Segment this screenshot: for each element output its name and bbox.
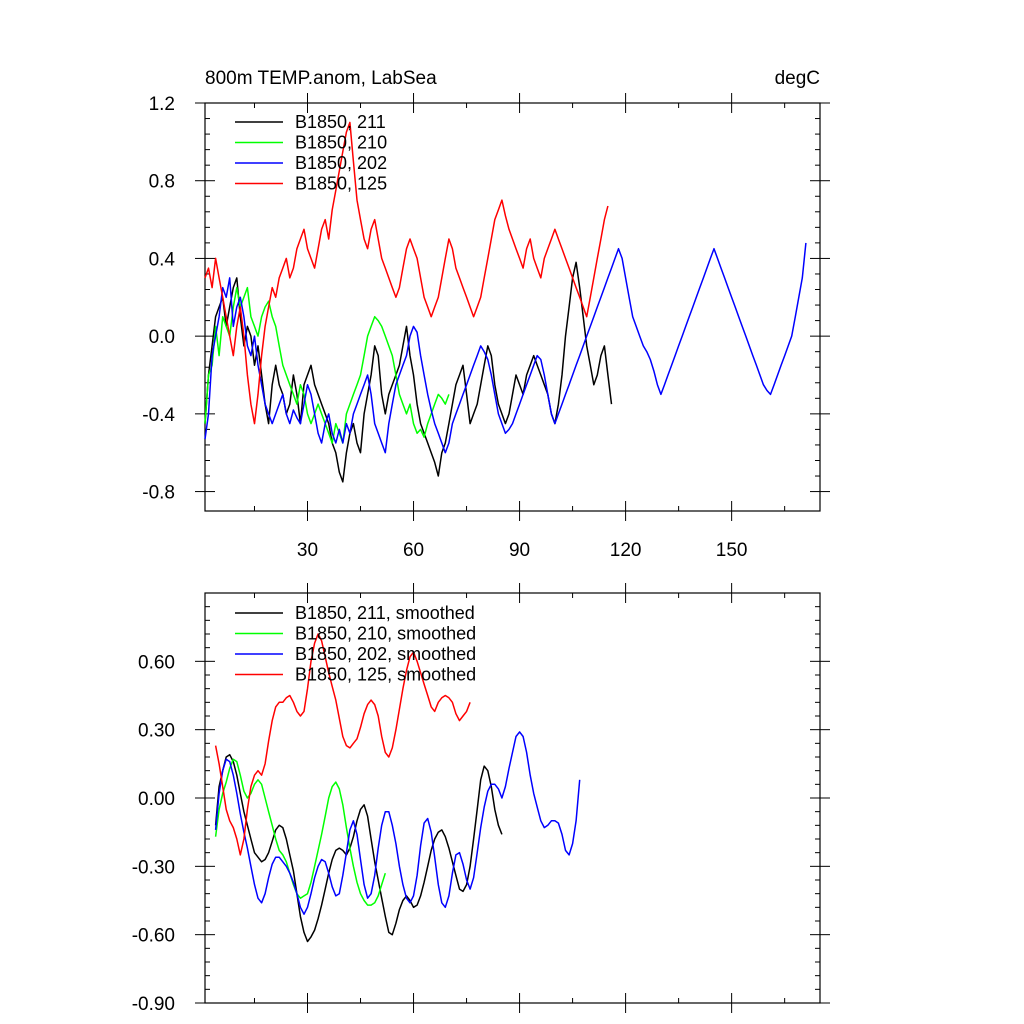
y-tick-label: 0.60 (138, 652, 175, 673)
y-tick-label: -0.30 (132, 857, 175, 878)
axis-ticks: 30 60 90 120 150 -0.8 -0.4 0.0 0.4 0.8 1.2 (142, 93, 830, 561)
axis-ticks: -0.90 -0.60 -0.30 0.00 0.30 0.60 (132, 583, 830, 1015)
legend-label: B1850, 202, smoothed (295, 644, 476, 664)
series-line-b1850-202-smoothed (214, 731, 581, 915)
y-tick-label: -0.90 (132, 994, 175, 1015)
y-tick-label: 0.30 (138, 721, 175, 742)
series-group (204, 121, 807, 483)
x-tick-label: 120 (610, 540, 642, 561)
y-tick-label: 0.8 (149, 172, 175, 193)
x-tick-label: 30 (297, 540, 318, 561)
series-line-b1850-211-smoothed (214, 753, 503, 943)
series-line-b1850-210 (204, 286, 450, 444)
x-tick-label: 90 (509, 540, 530, 561)
x-tick-label: 150 (716, 540, 748, 561)
top-panel: 800m TEMP.anom, LabSea degC 30 60 90 120 150… (142, 68, 830, 561)
y-tick-label: -0.60 (132, 926, 175, 947)
x-tick-label: 60 (403, 540, 424, 561)
series-group (214, 633, 581, 943)
series-line-b1850-125 (204, 121, 609, 425)
legend-label: B1850, 211 (295, 112, 386, 132)
legend-label: B1850, 125 (295, 174, 387, 194)
series-line-b1850-202 (204, 242, 807, 454)
series-line-b1850-210-smoothed (214, 758, 387, 906)
units-label: degC (775, 68, 820, 89)
series-line-b1850-125-smoothed (214, 633, 471, 856)
legend-label: B1850, 210 (295, 133, 387, 153)
legend-label: B1850, 202 (295, 153, 387, 173)
legend-label: B1850, 210, smoothed (295, 624, 476, 644)
plot-frame (204, 102, 821, 512)
y-tick-label: 0.0 (149, 327, 175, 348)
y-tick-label: 0.4 (149, 249, 176, 270)
bottom-panel: -0.90 -0.60 -0.30 0.00 0.30 0.60 B1850, 211, … (132, 583, 830, 1015)
y-tick-label: 0.00 (138, 789, 175, 810)
chart-title: 800m TEMP.anom, LabSea (205, 68, 437, 89)
legend-label: B1850, 125, smoothed (295, 665, 476, 685)
series-line-b1850-211 (204, 261, 613, 483)
legend-label: B1850, 211, smoothed (295, 603, 475, 623)
y-tick-label: -0.4 (142, 405, 175, 426)
y-tick-label: 1.2 (149, 94, 175, 115)
y-tick-label: -0.8 (142, 483, 175, 504)
